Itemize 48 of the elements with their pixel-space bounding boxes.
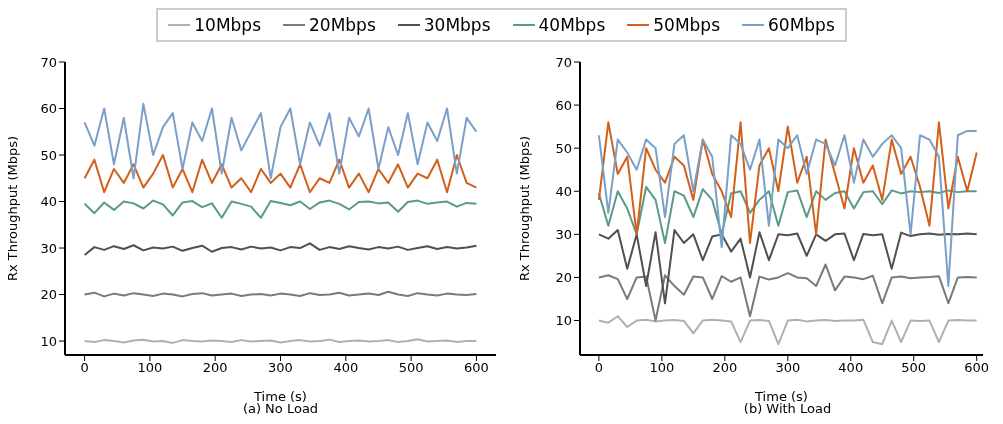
x-tick-label: 500 — [901, 360, 927, 376]
line-series — [597, 229, 978, 305]
legend-label: 60Mbps — [768, 15, 835, 35]
x-tick-label: 100 — [649, 360, 675, 376]
text: (a) No Load — [241, 401, 320, 416]
y-tick-label: 20 — [40, 287, 57, 303]
y-tick-label: 70 — [40, 54, 57, 70]
text: (b) With Load — [742, 401, 833, 416]
y-tick-label: 60 — [40, 101, 57, 117]
line-series — [597, 185, 978, 244]
x-tick-label: 0 — [80, 360, 89, 376]
x-tick-label: 0 — [594, 360, 604, 376]
y-tick-label: 10 — [40, 333, 57, 349]
y-tick-label: 30 — [40, 240, 57, 256]
legend-label: 10Mbps — [194, 15, 261, 35]
x-tick-label: 600 — [964, 360, 990, 376]
line-series — [83, 102, 478, 180]
y-tick-label: 50 — [555, 140, 572, 156]
y-tick-label: 50 — [40, 147, 57, 163]
legend-label: 30Mbps — [423, 15, 491, 35]
y-tick-label: 30 — [555, 226, 572, 242]
y-tick-label: 20 — [555, 270, 572, 286]
line-series — [83, 154, 478, 194]
x-tick-label: 200 — [202, 360, 228, 376]
y-tick-label: 70 — [555, 54, 572, 70]
y-tick-label: 40 — [555, 183, 572, 199]
legend-label: 20Mbps — [309, 15, 376, 35]
line-series — [83, 242, 478, 257]
x-tick-label: 500 — [398, 360, 424, 376]
x-axis-title: Time (s) — [754, 389, 808, 404]
legend-label: 40Mbps — [538, 15, 606, 35]
line-series — [597, 121, 978, 244]
legend-label: 50Mbps — [653, 15, 720, 35]
x-tick-label: 400 — [838, 360, 864, 376]
x-tick-label: 400 — [333, 360, 359, 376]
y-tick-label: 40 — [40, 194, 57, 210]
line-series — [597, 315, 978, 346]
x-tick-label: 600 — [464, 360, 489, 376]
line-series — [83, 199, 478, 219]
x-tick-label: 300 — [268, 360, 293, 376]
x-tick-label: 200 — [712, 360, 738, 376]
x-tick-label: 300 — [775, 360, 801, 376]
line-series — [597, 263, 978, 322]
x-axis-title: Time (s) — [253, 389, 307, 404]
line-series — [597, 129, 978, 288]
x-tick-label: 100 — [137, 360, 163, 376]
y-tick-label: 10 — [555, 313, 572, 329]
y-tick-label: 60 — [555, 97, 572, 113]
